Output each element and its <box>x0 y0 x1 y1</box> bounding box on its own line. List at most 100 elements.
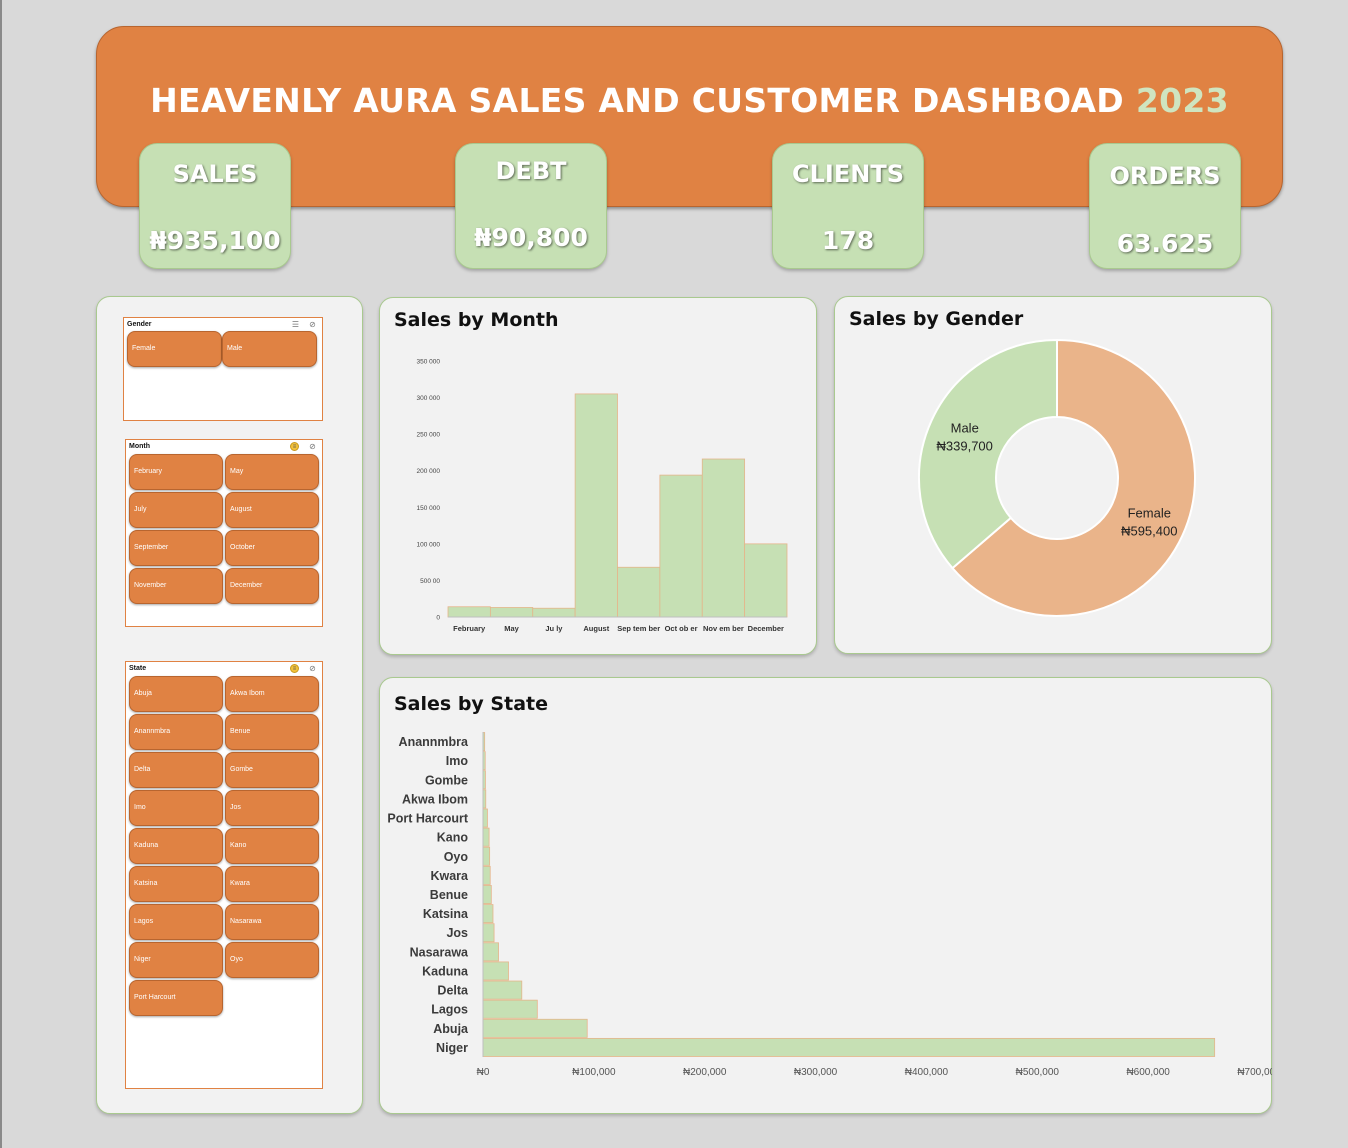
sales-by-gender-chart: Female ₦595,400 Male ₦339,700 <box>917 338 1196 617</box>
slicer-button-niger[interactable]: Niger <box>129 942 223 978</box>
x-tick-label: Nov em ber <box>703 624 744 633</box>
bar-delta <box>482 980 522 1000</box>
y-tick-label: 500 00 <box>420 577 440 584</box>
bar-abuja <box>482 1018 588 1038</box>
sales-by-month-panel: Sales by Month 0 500 00 100 000 150 000 200 … <box>379 297 817 655</box>
slicer-button-label: Port Harcourt <box>134 994 176 1001</box>
y-tick-label: 250 000 <box>416 431 440 438</box>
header-banner: HEAVENLY AURA SALES AND CUSTOMER DASHBOA… <box>96 26 1283 207</box>
slicer-button-kaduna[interactable]: Kaduna <box>129 828 223 864</box>
slicer-button-label: Katsina <box>134 880 158 887</box>
slicer-button-delta[interactable]: Delta <box>129 752 223 788</box>
y-category-label: Kano <box>436 830 468 844</box>
slicer-button-label: Niger <box>134 956 151 963</box>
slicer-button-november[interactable]: November <box>129 568 223 604</box>
bar-jos <box>482 922 494 942</box>
slicer-button-october[interactable]: October <box>225 530 319 566</box>
slice-male <box>917 338 1058 570</box>
slicer-button-jos[interactable]: Jos <box>225 790 319 826</box>
x-tick-label: ₦700,000 <box>1237 1067 1272 1078</box>
sales-by-gender-panel: Sales by Gender Female ₦595,400 Male ₦339,7… <box>834 296 1272 654</box>
x-tick-label: August <box>583 624 609 633</box>
slicer-button-kano[interactable]: Kano <box>225 828 319 864</box>
kpi-clients-label: CLIENTS <box>792 160 904 188</box>
multi-select-icon[interactable]: ≡ <box>290 664 299 673</box>
slicer-button-label: Lagos <box>134 918 154 925</box>
clear-filter-icon[interactable]: ⊘ <box>309 320 316 329</box>
slicer-button-label: Anannmbra <box>134 728 171 735</box>
sales-by-month-chart: 0 500 00 100 000 150 000 200 000 250 000 300 0… <box>416 358 787 633</box>
slicer-button-september[interactable]: September <box>129 530 223 566</box>
month-slicer-title: Month <box>129 443 150 450</box>
bar-december <box>743 542 787 617</box>
bar-oyo <box>482 846 490 866</box>
slicer-button-label: Benue <box>230 728 251 735</box>
slicer-button-lagos[interactable]: Lagos <box>129 904 223 940</box>
slicer-button-imo[interactable]: Imo <box>129 790 223 826</box>
clear-filter-icon[interactable]: ⊘ <box>309 442 316 451</box>
slicer-button-label: May <box>230 468 244 475</box>
multi-select-icon[interactable]: ☰ <box>291 320 300 329</box>
slicer-button-akwa-ibom[interactable]: Akwa Ibom <box>225 676 319 712</box>
kpi-sales-label: SALES <box>172 160 258 188</box>
y-category-label: Benue <box>429 888 467 902</box>
y-category-label: Gombe <box>424 773 467 787</box>
x-tick-label: Sep tem ber <box>617 624 660 633</box>
slicer-button-benue[interactable]: Benue <box>225 714 319 750</box>
slicer-button-label: November <box>134 582 167 589</box>
bar-september <box>616 566 660 617</box>
slicer-button-label: Male <box>227 345 243 352</box>
title-year: 2023 <box>1135 81 1229 120</box>
slicer-button-july[interactable]: July <box>129 492 223 528</box>
y-category-label: Niger <box>436 1040 468 1054</box>
gender-slicer: Gender ☰ ⊘ Female Male <box>123 317 323 421</box>
slicer-button-label: Kano <box>230 842 247 849</box>
multi-select-icon[interactable]: ≡ <box>290 442 299 451</box>
slicer-button-august[interactable]: August <box>225 492 319 528</box>
slicer-button-february[interactable]: February <box>129 454 223 490</box>
slicer-button-anannmbra[interactable]: Anannmbra <box>129 714 223 750</box>
dashboard-title: HEAVENLY AURA SALES AND CUSTOMER DASHBOA… <box>97 81 1282 120</box>
slicer-button-label: December <box>230 582 263 589</box>
month-slicer: Month ≡ ⊘ February May July August September… <box>125 439 323 627</box>
slicer-button-may[interactable]: May <box>225 454 319 490</box>
x-tick-label: Ju ly <box>545 624 563 633</box>
title-text: HEAVENLY AURA SALES AND CUSTOMER DASHBOA… <box>150 81 1125 120</box>
slicer-button-abuja[interactable]: Abuja <box>129 676 223 712</box>
slicer-button-nasarawa[interactable]: Nasarawa <box>225 904 319 940</box>
y-category-label: Jos <box>446 926 468 940</box>
slicer-button-december[interactable]: December <box>225 568 319 604</box>
kpi-clients-value: 178 <box>821 226 875 255</box>
slicer-button-label: August <box>230 506 252 513</box>
bar-november <box>701 458 745 617</box>
clear-filter-icon[interactable]: ⊘ <box>309 664 316 673</box>
y-category-label: Oyo <box>443 849 468 863</box>
y-tick-label: 150 000 <box>416 504 440 511</box>
slicer-button-label: Oyo <box>230 956 243 963</box>
slicer-button-gombe[interactable]: Gombe <box>225 752 319 788</box>
slicer-button-oyo[interactable]: Oyo <box>225 942 319 978</box>
y-category-label: Lagos <box>431 1002 468 1016</box>
slicer-button-katsina[interactable]: Katsina <box>129 866 223 902</box>
x-tick-label: ₦600,000 <box>1126 1067 1170 1078</box>
gender-slicer-title: Gender <box>127 321 152 328</box>
window-edge <box>0 0 2 1148</box>
state-slicer-title: State <box>129 665 147 672</box>
x-tick-label: ₦500,000 <box>1015 1067 1059 1078</box>
slicer-button-kwara[interactable]: Kwara <box>225 866 319 902</box>
slicer-button-label: Imo <box>134 804 146 811</box>
slicer-button-label: Akwa Ibom <box>230 690 265 697</box>
kpi-orders-card: ORDERS 63.625 <box>1089 143 1241 269</box>
state-slicer: State ≡ ⊘ Abuja Akwa Ibom Anannmbra Benue De… <box>125 661 323 1089</box>
slice-female <box>950 338 1196 617</box>
y-category-label: Delta <box>437 983 469 997</box>
sales-by-month-title: Sales by Month <box>394 309 559 331</box>
slicer-button-label: Kwara <box>230 880 250 887</box>
slicer-button-port-harcourt[interactable]: Port Harcourt <box>129 980 223 1016</box>
kpi-debt-label: DEBT <box>495 157 567 185</box>
slicer-button-female[interactable]: Female <box>127 331 222 367</box>
slicer-button-male[interactable]: Male <box>222 331 317 367</box>
bar-may <box>489 606 533 617</box>
bar-kaduna <box>482 961 509 980</box>
sales-by-state-panel: Sales by State Anannmbra Imo Gombe Akwa Ibo… <box>379 677 1272 1114</box>
